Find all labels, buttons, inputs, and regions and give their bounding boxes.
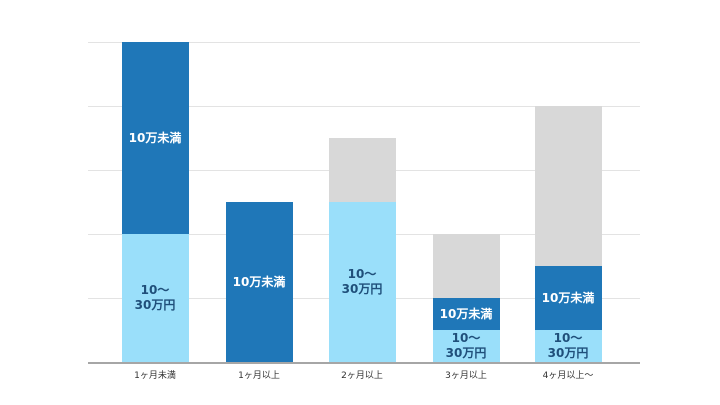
chart-plot-area: 10〜 30万円 10万未満 10万未満 10〜 30万円 10〜 30万円 10万未満 1… <box>88 42 640 364</box>
bar-segment: 10万未満 <box>225 202 293 362</box>
bar-segment <box>328 138 396 202</box>
bar-3: 10〜 30万円 <box>328 138 396 362</box>
gridline <box>88 42 640 43</box>
bar-segment: 10万未満 <box>534 266 602 330</box>
bar-segment <box>534 106 602 266</box>
x-tick-label: 1ヶ月以上 <box>238 371 280 381</box>
bar-5: 10〜 30万円 10万未満 <box>534 106 602 362</box>
bar-segment: 10〜 30万円 <box>328 202 396 362</box>
x-tick-label: 3ヶ月以上 <box>445 371 487 381</box>
x-tick-label: 2ヶ月以上 <box>341 371 383 381</box>
bar-1: 10〜 30万円 10万未満 <box>121 42 189 362</box>
bar-segment: 10万未満 <box>121 42 189 234</box>
bar-4: 10〜 30万円 10万未満 <box>432 234 500 362</box>
bar-segment: 10万未満 <box>432 298 500 330</box>
bar-segment <box>432 234 500 298</box>
x-tick-label: 1ヶ月未満 <box>134 371 176 381</box>
bar-segment: 10〜 30万円 <box>432 330 500 362</box>
x-tick-label: 4ヶ月以上〜 <box>542 371 594 381</box>
gridline <box>88 106 640 107</box>
bar-segment: 10〜 30万円 <box>534 330 602 362</box>
bar-2: 10万未満 <box>225 202 293 362</box>
bar-segment: 10〜 30万円 <box>121 234 189 362</box>
x-axis-line <box>88 362 640 364</box>
